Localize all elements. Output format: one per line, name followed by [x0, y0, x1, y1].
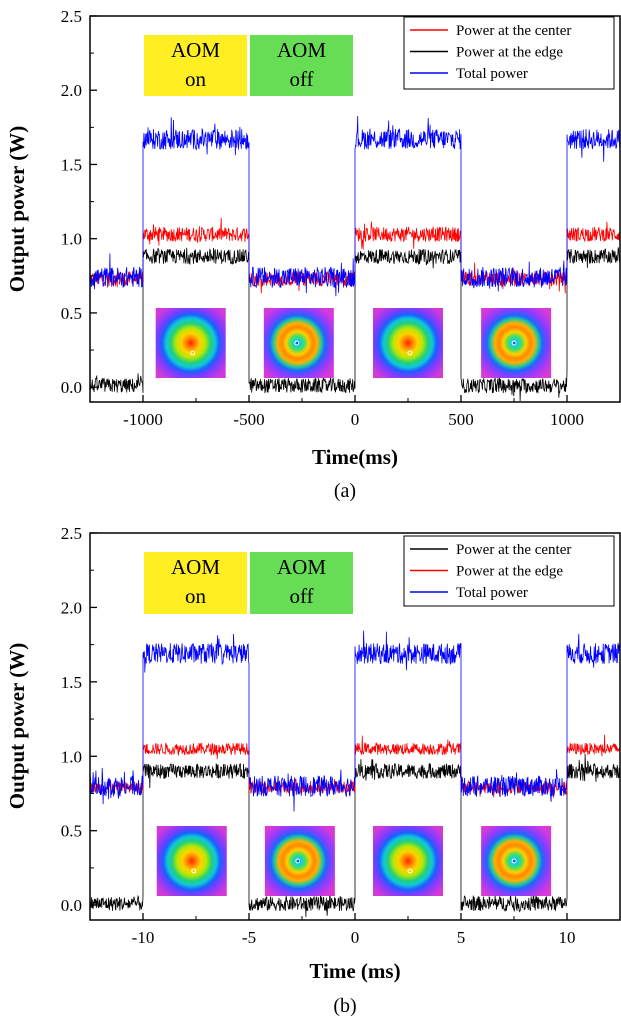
x-tick-label: 0	[351, 410, 360, 429]
x-tick-label: 0	[351, 928, 360, 947]
y-axis-label: Output power (W)	[5, 643, 29, 809]
beam-center-marker	[294, 340, 300, 346]
x-tick-label: -500	[233, 410, 264, 429]
legend: Power at the center Power at the edge Tota…	[403, 535, 615, 607]
legend-entry: Power at the center	[456, 23, 571, 39]
x-tick-label: 10	[559, 928, 576, 947]
x-tick-label: 1000	[550, 410, 584, 429]
y-tick-label: 0.0	[61, 378, 82, 397]
aom-box	[144, 35, 247, 96]
y-tick-label: 0.5	[61, 822, 82, 841]
series-line	[90, 115, 620, 297]
y-tick-label: 0.0	[61, 896, 82, 915]
x-tick-label: -1000	[123, 410, 163, 429]
aom-box-label: AOM	[277, 555, 326, 579]
aom-box	[250, 35, 353, 96]
aom-box-label: off	[289, 584, 313, 608]
x-tick-label: -10	[132, 928, 155, 947]
beam-center-marker	[190, 350, 196, 356]
beam-center-marker	[407, 350, 413, 356]
aom-box	[144, 552, 247, 614]
aom-box-label: on	[185, 67, 207, 91]
x-tick-label: -5	[242, 928, 256, 947]
x-axis-label: Time(ms)	[312, 445, 398, 469]
beam-profile-inset	[373, 826, 443, 896]
panel-label: (b)	[333, 995, 356, 1017]
chart-panel: AOM on AOM off -10 -5 0 5 10 0.0 0.5 1.0 1.5 2.0 2.5 Ti…	[5, 524, 621, 1017]
beam-center-marker	[295, 858, 301, 864]
legend-entry: Total power	[456, 585, 528, 601]
beam-profile-inset	[156, 826, 227, 896]
y-tick-label: 2.5	[61, 7, 82, 26]
chart-panel: AOM on AOM off -1000 -500 0 500 1000 0.0 0.5 1.0 1.5…	[5, 7, 621, 502]
y-tick-label: 1.0	[61, 230, 82, 249]
y-tick-label: 0.5	[61, 304, 82, 323]
x-tick-label: 5	[457, 928, 466, 947]
y-tick-label: 1.5	[61, 673, 82, 692]
beam-profile-inset	[155, 308, 226, 378]
beam-center-marker	[511, 340, 517, 346]
x-tick-label: 500	[448, 410, 474, 429]
series-line	[90, 630, 620, 812]
aom-box-label: AOM	[171, 38, 220, 62]
series-line	[90, 753, 620, 918]
beam-center-marker	[407, 868, 413, 874]
beam-profile-inset	[373, 308, 443, 378]
beam-center-marker	[191, 868, 197, 874]
legend-entry: Total power	[456, 66, 528, 82]
legend-entry: Power at the edge	[456, 45, 563, 61]
legend-entry: Power at the edge	[456, 564, 563, 580]
y-tick-label: 2.0	[61, 598, 82, 617]
aom-box-label: AOM	[171, 555, 220, 579]
legend: Power at the center Power at the edge Tota…	[403, 16, 615, 90]
aom-box	[250, 552, 353, 614]
y-axis-label: Output power (W)	[5, 126, 29, 292]
aom-box-label: AOM	[277, 38, 326, 62]
beam-center-marker	[511, 858, 517, 864]
y-tick-label: 2.0	[61, 81, 82, 100]
legend-box	[403, 16, 615, 90]
legend-entry: Power at the center	[456, 542, 571, 558]
aom-box-label: on	[185, 584, 207, 608]
y-tick-label: 2.5	[61, 524, 82, 543]
series-line	[90, 247, 620, 402]
x-axis-label: Time (ms)	[309, 959, 400, 983]
y-tick-label: 1.5	[61, 155, 82, 174]
aom-box-label: off	[289, 67, 313, 91]
panel-label: (a)	[334, 480, 356, 502]
y-tick-label: 1.0	[61, 747, 82, 766]
